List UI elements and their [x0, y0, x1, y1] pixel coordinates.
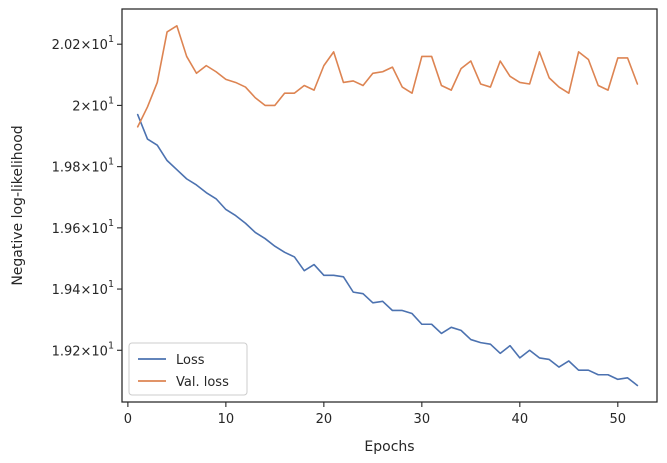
x-axis: 0 10 20 30 40 50 — [124, 402, 626, 427]
y-axis-label: Negative log-likelihood — [10, 125, 26, 285]
x-axis-label: Epochs — [364, 439, 414, 455]
y-tick-label: 2×101 — [72, 95, 114, 114]
legend-label: Val. loss — [176, 375, 229, 390]
y-tick-mantissa: 1.94 — [52, 283, 81, 298]
x-tick-label: 0 — [124, 412, 132, 427]
legend-label: Loss — [176, 353, 205, 368]
y-tick-multiplier: ×10 — [81, 38, 108, 53]
y-tick-label: 1.98×101 — [52, 157, 114, 176]
y-tick-exponent: 1 — [108, 340, 114, 351]
x-tick-label: 30 — [414, 412, 431, 427]
y-tick-mantissa: 2.02 — [52, 38, 81, 53]
series-line-val-loss — [136, 25, 639, 128]
y-tick-label: 1.96×101 — [52, 218, 114, 237]
plot-frame — [121, 8, 658, 403]
y-tick-multiplier: ×10 — [81, 222, 108, 237]
y-tick-exponent: 1 — [108, 218, 114, 229]
series-line-loss — [136, 113, 639, 387]
y-tick-multiplier: ×10 — [81, 161, 108, 176]
x-tick-label: 50 — [610, 412, 627, 427]
x-tick-label: 10 — [218, 412, 235, 427]
y-tick-multiplier: ×10 — [81, 344, 108, 359]
x-tick-label: 20 — [316, 412, 333, 427]
y-tick-label: 2.02×101 — [52, 34, 114, 53]
y-tick-exponent: 1 — [108, 34, 114, 45]
y-tick-mantissa: 1.96 — [52, 222, 81, 237]
plot-area — [136, 25, 639, 387]
y-tick-multiplier: ×10 — [81, 99, 108, 114]
x-tick-label: 40 — [512, 412, 529, 427]
y-tick-multiplier: ×10 — [81, 283, 108, 298]
y-axis: 1.92×1011.94×1011.96×1011.98×1012×1012.0… — [52, 34, 122, 359]
y-tick-label: 1.92×101 — [52, 340, 114, 359]
y-tick-exponent: 1 — [108, 95, 114, 106]
y-tick-label: 1.94×101 — [52, 279, 114, 298]
legend-box — [128, 342, 248, 396]
y-tick-exponent: 1 — [108, 157, 114, 168]
legend: Loss Val. loss — [128, 342, 248, 396]
y-tick-exponent: 1 — [108, 279, 114, 290]
y-tick-mantissa: 2 — [72, 99, 80, 114]
y-tick-mantissa: 1.98 — [52, 161, 81, 176]
y-tick-mantissa: 1.92 — [52, 344, 81, 359]
